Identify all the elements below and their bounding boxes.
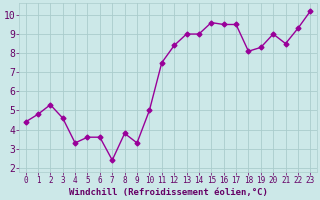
X-axis label: Windchill (Refroidissement éolien,°C): Windchill (Refroidissement éolien,°C) xyxy=(68,188,268,197)
